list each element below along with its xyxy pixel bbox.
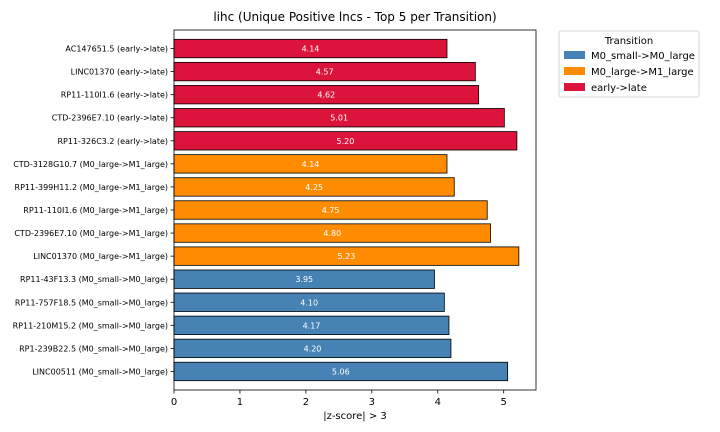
y-tick-label-10: LINC01370 (M0_large->M1_large) xyxy=(33,252,168,261)
y-tick-label-12: RP11-757F18.5 (M0_small->M0_large) xyxy=(15,298,168,307)
y-tick-label-14: RP1-239B22.5 (M0_small->M0_large) xyxy=(19,344,168,353)
x-tick-label-0: 0 xyxy=(171,397,177,408)
y-tick-label-3: RP11-110I1.6 (early->late) xyxy=(61,91,168,100)
x-tick-label-1: 1 xyxy=(237,397,243,408)
legend-swatch-2 xyxy=(564,67,585,75)
x-tick-label-5: 5 xyxy=(501,397,507,408)
y-tick-label-6: CTD-3128G10.7 (M0_large->M1_large) xyxy=(13,160,168,169)
y-tick-label-8: RP11-110I1.6 (M0_large->M1_large) xyxy=(23,206,168,215)
x-tick-label-4: 4 xyxy=(435,397,441,408)
bar-value-label-5: 5.20 xyxy=(337,137,355,146)
y-tick-label-1: AC147651.5 (early->late) xyxy=(65,45,168,54)
x-tick-label-3: 3 xyxy=(369,397,375,408)
x-axis: 0 1 2 3 4 5 xyxy=(171,390,507,408)
legend-swatch-3 xyxy=(564,83,585,91)
x-axis-label: |z-score| > 3 xyxy=(323,411,387,422)
bar-value-label-7: 4.25 xyxy=(305,183,323,192)
y-axis: AC147651.5 (early->late) LINC01370 (early… xyxy=(13,45,174,376)
bar-value-label-4: 5.01 xyxy=(330,114,348,123)
chart-title: lihc (Unique Positive lncs - Top 5 per T… xyxy=(213,10,496,24)
bar-value-label-8: 4.75 xyxy=(322,206,340,215)
bar-value-label-3: 4.62 xyxy=(317,91,335,100)
legend-entry-label-3: early->late xyxy=(591,83,647,94)
bar-value-label-1: 4.14 xyxy=(302,45,320,54)
x-tick-label-2: 2 xyxy=(303,397,309,408)
bar-value-label-6: 4.14 xyxy=(302,160,320,169)
bar-value-label-10: 5.23 xyxy=(338,252,356,261)
y-tick-label-9: CTD-2396E7.10 (M0_large->M1_large) xyxy=(14,229,168,238)
bar-value-label-15: 5.06 xyxy=(332,367,350,376)
y-tick-label-13: RP11-210M15.2 (M0_small->M0_large) xyxy=(13,321,168,330)
legend-box xyxy=(558,30,700,98)
legend-swatch-1 xyxy=(564,51,585,59)
y-tick-label-2: LINC01370 (early->late) xyxy=(71,68,168,77)
legend-title: Transition xyxy=(604,36,653,47)
bar-value-label-2: 4.57 xyxy=(316,68,334,77)
bar-value-label-9: 4.80 xyxy=(323,229,341,238)
legend-entry-label-2: M0_large->M1_large xyxy=(591,67,694,78)
y-tick-label-11: RP11-43F13.3 (M0_small->M0_large) xyxy=(20,275,168,284)
y-tick-label-5: RP11-326C3.2 (early->late) xyxy=(57,137,168,146)
legend-entry-label-1: M0_small->M0_large xyxy=(591,51,695,62)
bar-value-label-14: 4.20 xyxy=(304,344,322,353)
y-tick-label-7: RP11-399H11.2 (M0_large->M1_large) xyxy=(15,183,168,192)
legend-entries: M0_small->M0_large M0_large->M1_largeearl… xyxy=(564,51,695,94)
bar-value-label-13: 4.17 xyxy=(303,321,321,330)
legend: Transition M0_small->M0_large M0_large->M… xyxy=(558,30,700,98)
bar-value-label-12: 4.10 xyxy=(300,298,318,307)
y-tick-label-15: LINC00511 (M0_small->M0_large) xyxy=(32,367,168,376)
bars-layer: 4.14 4.57 4.62 5.01 5.20 4.14 4.25 4.75 4.80 5.23… xyxy=(173,38,520,382)
y-tick-label-4: CTD-2396E7.10 (early->late) xyxy=(52,114,168,123)
bar-value-label-11: 3.95 xyxy=(295,275,313,284)
